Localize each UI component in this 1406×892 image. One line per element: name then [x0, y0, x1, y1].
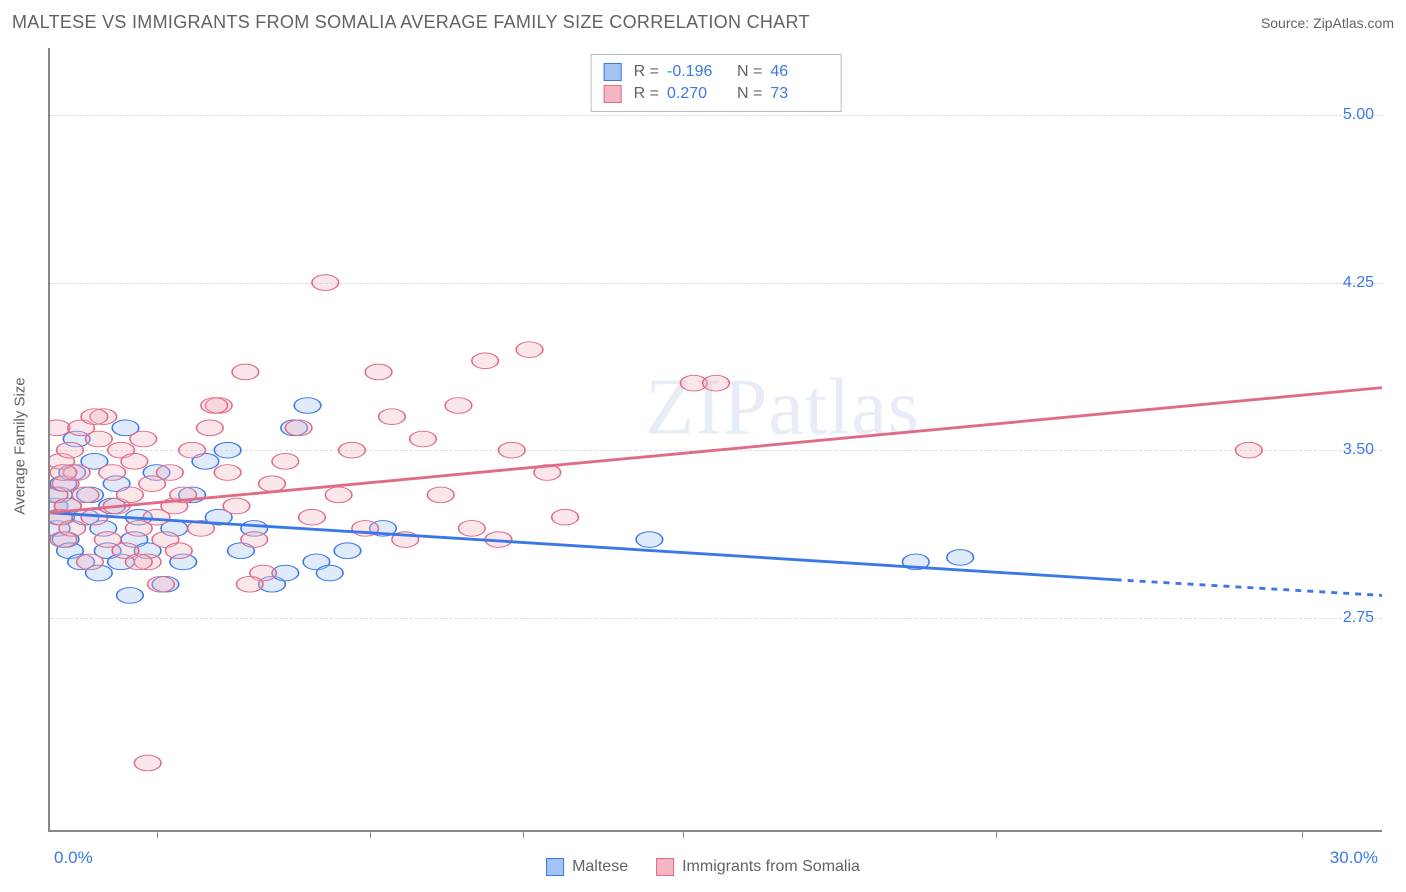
- data-point: [236, 576, 263, 592]
- data-point: [272, 454, 299, 470]
- data-point: [121, 454, 148, 470]
- x-tick: [370, 830, 371, 838]
- data-point: [134, 755, 161, 771]
- plot-area: ZIPatlas R = -0.196 N = 46 R = 0.270 N =…: [48, 48, 1382, 832]
- trend-line: [50, 388, 1382, 513]
- data-point: [339, 442, 366, 458]
- data-point: [285, 420, 312, 436]
- x-tick: [1302, 830, 1303, 838]
- legend-r-label: R =: [634, 85, 659, 103]
- data-point: [232, 364, 259, 380]
- legend-swatch-maltese: [604, 63, 622, 81]
- legend-swatch-maltese-icon: [546, 858, 564, 876]
- scatter-plot-svg: [50, 48, 1382, 830]
- data-point: [165, 543, 192, 559]
- legend-r-value-0: -0.196: [667, 63, 725, 81]
- data-point: [157, 465, 184, 481]
- data-point: [179, 442, 206, 458]
- data-point: [1235, 442, 1262, 458]
- x-tick: [683, 830, 684, 838]
- x-tick: [996, 830, 997, 838]
- legend-r-label: R =: [634, 63, 659, 81]
- data-point: [498, 442, 525, 458]
- data-point: [410, 431, 437, 447]
- data-point: [312, 275, 339, 291]
- chart-title: MALTESE VS IMMIGRANTS FROM SOMALIA AVERA…: [12, 12, 810, 33]
- chart-source: Source: ZipAtlas.com: [1261, 15, 1394, 31]
- data-point: [379, 409, 406, 425]
- data-point: [130, 431, 157, 447]
- legend-item-somalia: Immigrants from Somalia: [656, 858, 860, 876]
- data-point: [334, 543, 361, 559]
- legend-swatch-somalia: [604, 85, 622, 103]
- data-point: [458, 521, 485, 537]
- y-axis-label: Average Family Size: [12, 377, 29, 514]
- chart-header: MALTESE VS IMMIGRANTS FROM SOMALIA AVERA…: [12, 12, 1394, 33]
- data-point: [299, 509, 326, 525]
- data-point: [50, 465, 77, 481]
- legend-stats-box: R = -0.196 N = 46 R = 0.270 N = 73: [591, 54, 842, 112]
- data-point: [259, 476, 286, 492]
- legend-label: Maltese: [572, 858, 628, 876]
- legend-n-value-0: 46: [770, 63, 828, 81]
- data-point: [57, 442, 84, 458]
- data-point: [703, 375, 730, 391]
- data-point: [59, 521, 86, 537]
- data-point: [445, 398, 472, 414]
- data-point: [636, 532, 663, 548]
- data-point: [427, 487, 454, 503]
- data-point: [294, 398, 321, 414]
- x-tick: [157, 830, 158, 838]
- data-point: [223, 498, 250, 514]
- data-point: [325, 487, 352, 503]
- data-point: [214, 465, 241, 481]
- data-point: [72, 487, 99, 503]
- data-point: [117, 487, 144, 503]
- x-axis-min-label: 0.0%: [54, 848, 93, 868]
- data-point: [99, 465, 126, 481]
- data-point: [472, 353, 499, 369]
- legend-n-label: N =: [737, 85, 762, 103]
- data-point: [148, 576, 175, 592]
- data-point: [365, 364, 392, 380]
- data-point: [125, 554, 152, 570]
- x-axis-max-label: 30.0%: [1330, 848, 1378, 868]
- legend-n-label: N =: [737, 63, 762, 81]
- data-point: [81, 409, 108, 425]
- data-point: [197, 420, 224, 436]
- data-point: [201, 398, 228, 414]
- legend-r-value-1: 0.270: [667, 85, 725, 103]
- data-point: [214, 442, 241, 458]
- legend-stats-row: R = 0.270 N = 73: [604, 83, 829, 105]
- legend-bottom: Maltese Immigrants from Somalia: [546, 858, 860, 876]
- trend-line: [50, 513, 1116, 580]
- x-tick: [523, 830, 524, 838]
- data-point: [241, 532, 268, 548]
- data-point: [947, 550, 974, 566]
- data-point: [316, 565, 343, 581]
- legend-item-maltese: Maltese: [546, 858, 628, 876]
- data-point: [77, 554, 104, 570]
- legend-label: Immigrants from Somalia: [682, 858, 860, 876]
- data-point: [117, 588, 144, 604]
- legend-stats-row: R = -0.196 N = 46: [604, 61, 829, 83]
- legend-swatch-somalia-icon: [656, 858, 674, 876]
- trend-line-extrapolated: [1116, 580, 1382, 596]
- legend-n-value-1: 73: [770, 85, 828, 103]
- data-point: [86, 431, 113, 447]
- data-point: [552, 509, 579, 525]
- data-point: [516, 342, 543, 358]
